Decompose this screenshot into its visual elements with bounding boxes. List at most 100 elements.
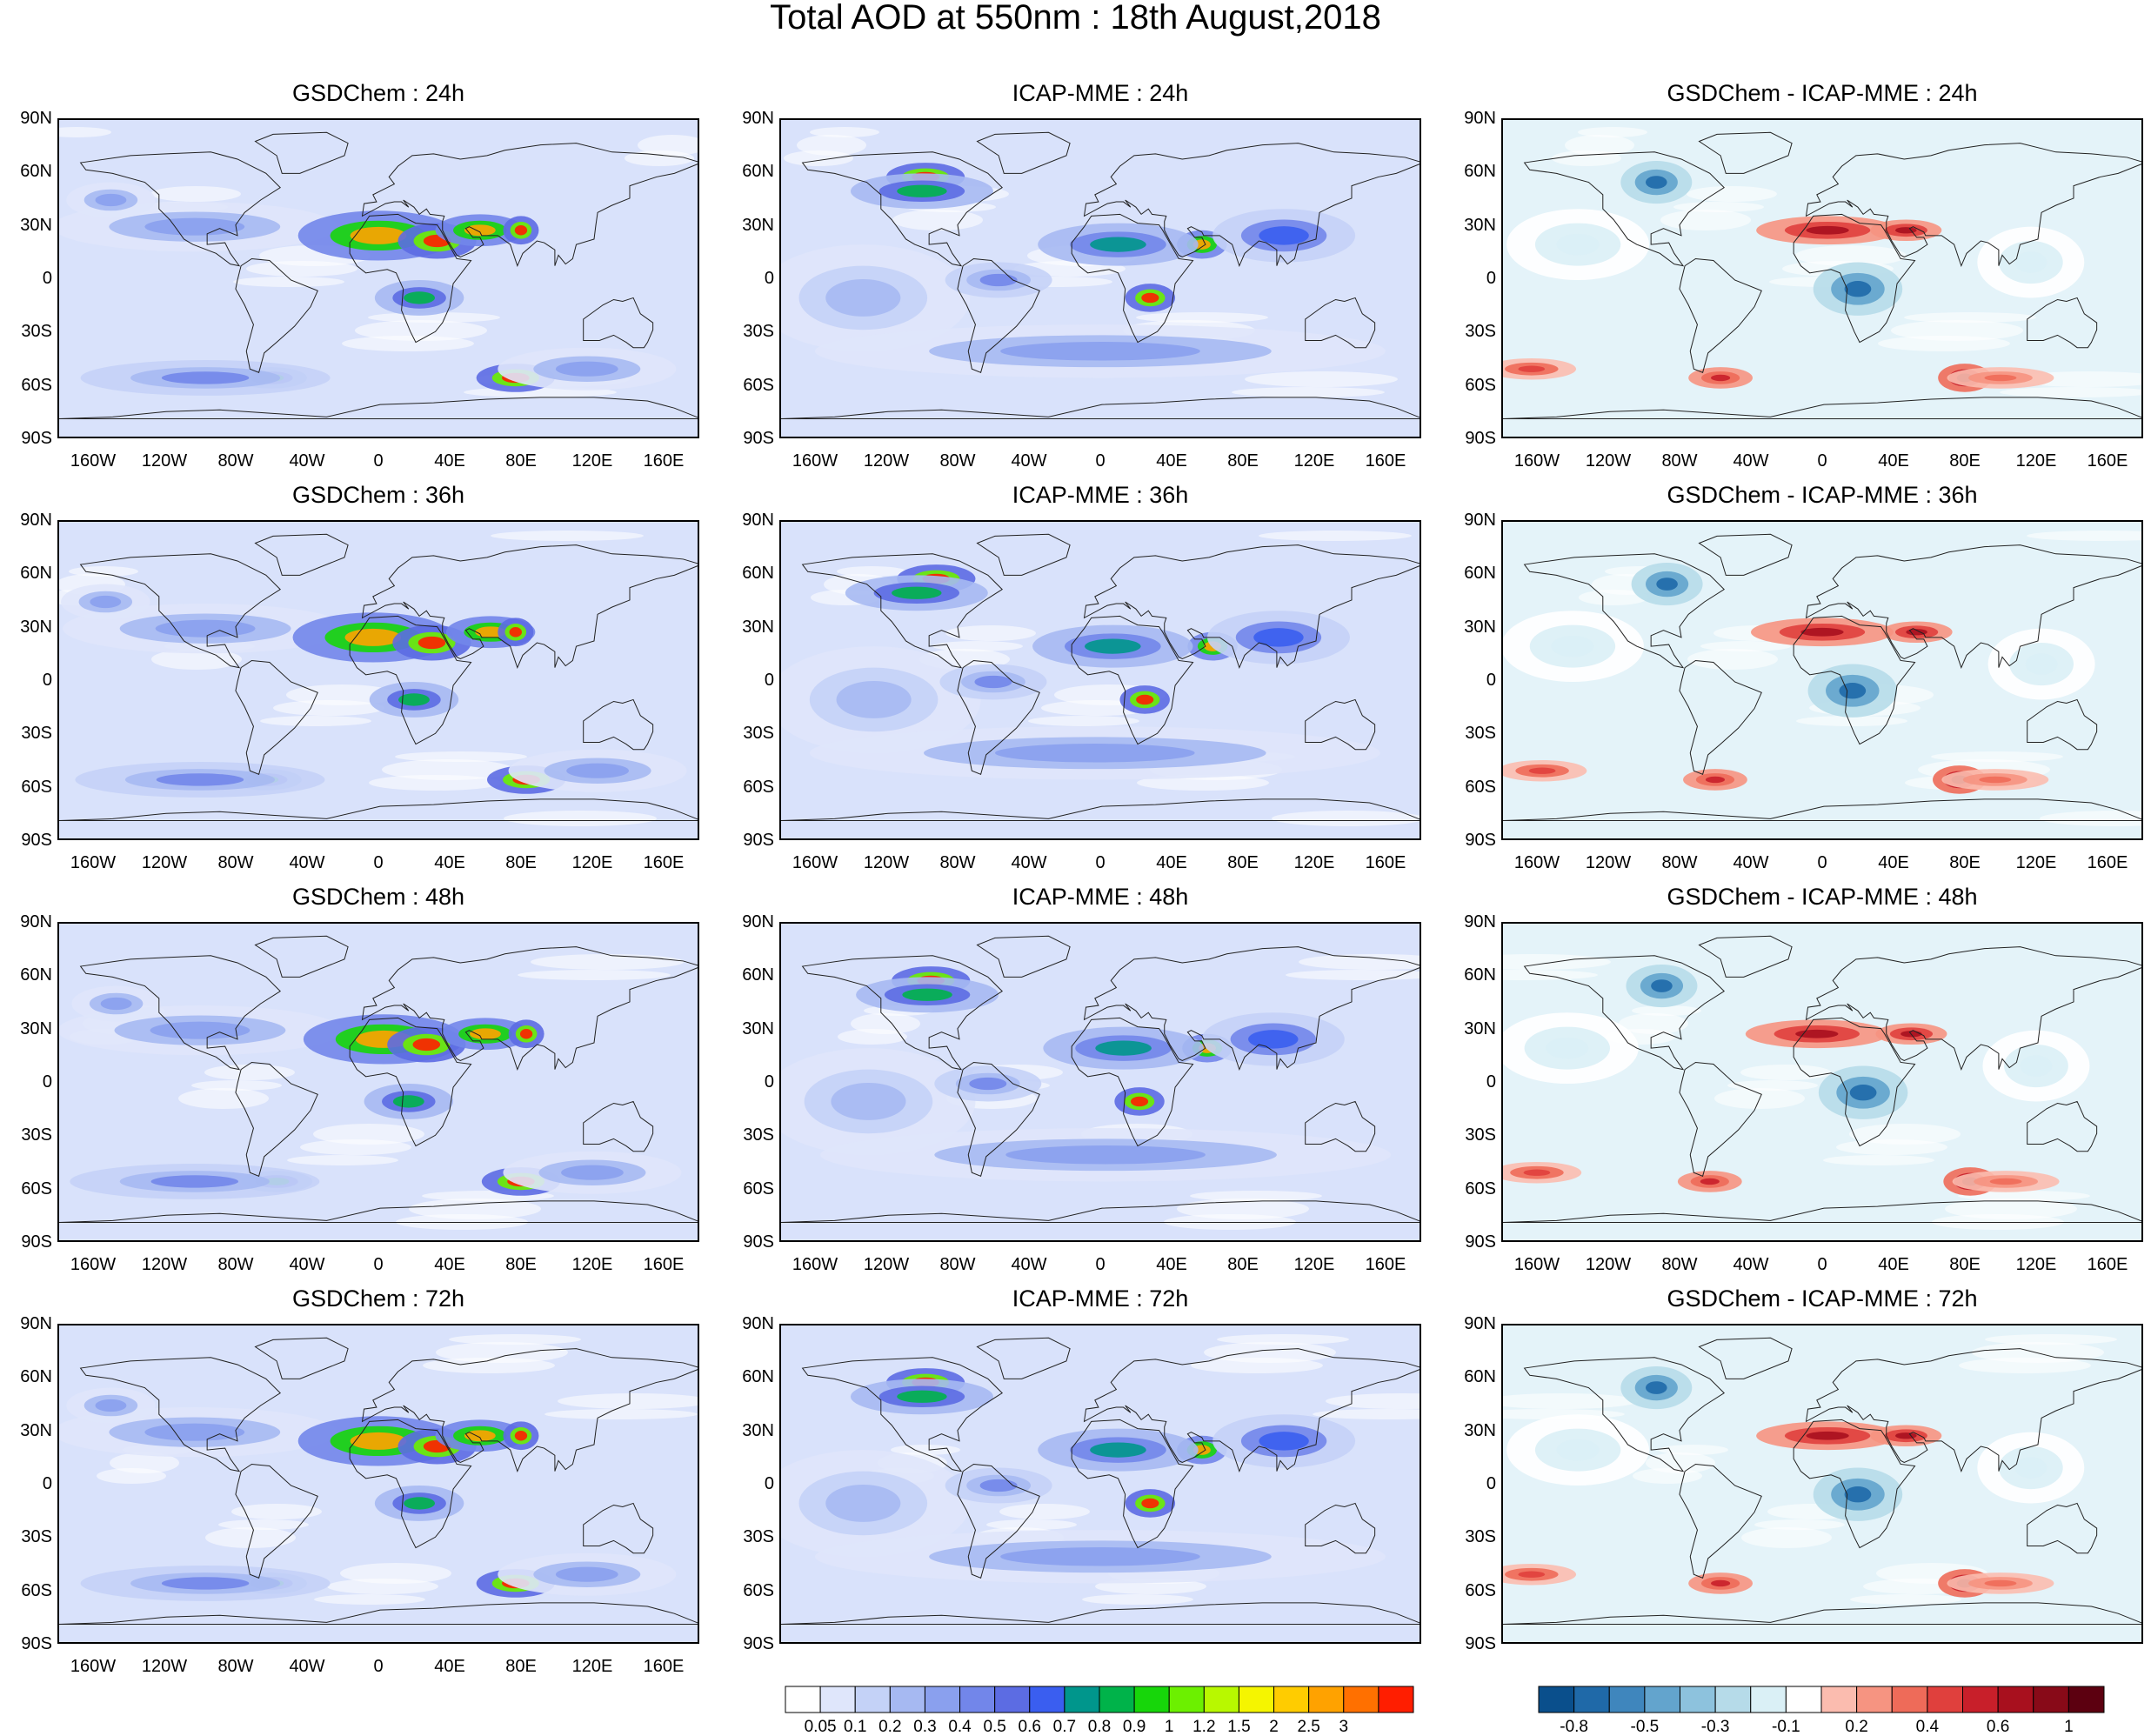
diff-colorbar	[1538, 1686, 2105, 1713]
coastline	[1083, 143, 1420, 268]
coastline	[1071, 213, 1194, 344]
field-streak	[340, 1563, 451, 1584]
field-streak	[518, 970, 671, 980]
field-streak	[1503, 970, 1598, 980]
lat-tick-label: 60N	[1464, 1367, 1496, 1387]
colorbar-swatch	[2067, 1686, 2105, 1713]
aod-feature	[892, 586, 942, 599]
lat-tick-label: 30S	[1465, 1527, 1496, 1547]
coastline	[976, 131, 1071, 174]
field-streak	[838, 1029, 907, 1045]
lon-tick-label: 160W	[1513, 451, 1560, 471]
aod-feature	[514, 1431, 528, 1441]
panel-title: GSDChem : 36h	[291, 482, 465, 508]
coastline	[79, 151, 281, 267]
panel-title: ICAP-MME : 72h	[1012, 1285, 1189, 1312]
map-svg	[1503, 924, 2141, 1240]
aod-feature	[1528, 767, 1556, 774]
coastline	[254, 131, 349, 174]
coastline	[361, 946, 698, 1072]
lat-tick-label: 60S	[743, 1178, 774, 1199]
lon-tick-label: 0	[1817, 451, 1827, 471]
lat-tick-label: 30N	[20, 215, 52, 235]
field-streak	[1795, 245, 1907, 266]
aod-feature	[1000, 342, 1200, 361]
aod-feature	[2014, 251, 2047, 273]
lat-tick-label: 30S	[743, 1125, 774, 1145]
coastline	[1805, 544, 2141, 670]
field-streak	[797, 135, 866, 156]
coastline	[1698, 131, 1793, 174]
aod-feature	[1646, 176, 1667, 189]
field-streak	[342, 336, 474, 351]
lat-tick-label: 90S	[21, 429, 52, 448]
coastline	[1523, 553, 1725, 669]
lon-tick-label: 120W	[141, 1255, 188, 1274]
colorbar-tick-label: 0.7	[1052, 1718, 1077, 1736]
aod-feature	[897, 184, 947, 197]
lon-tick-label: 160W	[70, 1255, 117, 1274]
coastline	[2027, 698, 2098, 751]
coastline	[583, 1502, 654, 1554]
map-svg	[59, 522, 698, 838]
field-streak	[204, 1065, 295, 1080]
field-streak	[932, 641, 1023, 651]
colorbar-swatch	[854, 1686, 891, 1713]
field-streak	[851, 1013, 920, 1034]
lon-tick-label: 40E	[1878, 1255, 1909, 1274]
map-panel	[779, 118, 1421, 438]
field-streak	[449, 1334, 581, 1345]
field-streak	[784, 150, 853, 166]
lon-tick-label: 160E	[2087, 1255, 2128, 1274]
lat-tick-label: 90S	[1465, 1634, 1496, 1653]
lon-tick-label: 80W	[939, 1255, 976, 1274]
field-streak	[1687, 649, 1778, 670]
lon-tick-label: 40W	[1733, 1255, 1769, 1274]
field-streak	[1700, 641, 1791, 651]
aod-feature	[1131, 1096, 1149, 1107]
aod-feature	[1518, 1571, 1546, 1578]
aod-feature	[1844, 1486, 1872, 1503]
lon-tick-label: 40W	[1011, 451, 1047, 471]
colorbar-swatch	[889, 1686, 925, 1713]
aod-feature	[150, 1175, 239, 1188]
field-streak	[625, 150, 694, 166]
aod-feature	[561, 1165, 624, 1180]
lat-tick-label: 90N	[1464, 109, 1496, 128]
lon-tick-label: 0	[1817, 1255, 1827, 1274]
aod-feature	[95, 193, 127, 207]
field-streak	[178, 1088, 269, 1109]
aod-feature	[1895, 227, 1917, 234]
colorbar-tick-label: 2.5	[1297, 1718, 1320, 1736]
panel-title: GSDChem : 24h	[291, 80, 465, 106]
map-svg	[1503, 522, 2141, 838]
coastline	[1305, 698, 1376, 751]
colorbar-tick-label: 3	[1339, 1718, 1349, 1736]
lat-tick-label: 60N	[1464, 564, 1496, 584]
aod-feature	[1136, 694, 1154, 705]
colorbar-swatch	[1273, 1686, 1310, 1713]
lat-tick-label: 30S	[1465, 1125, 1496, 1145]
colorbar-swatch	[819, 1686, 856, 1713]
field-streak	[1945, 1199, 2077, 1219]
aod-feature	[1141, 292, 1159, 304]
coastline	[1793, 615, 1916, 745]
field-streak	[1286, 970, 1420, 980]
lat-tick-label: 90S	[1465, 831, 1496, 850]
aod-feature	[1546, 1037, 1589, 1059]
lon-tick-label: 120E	[571, 853, 613, 872]
field-streak	[1552, 150, 1621, 166]
lon-tick-label: 160W	[1513, 853, 1560, 872]
aod-feature	[398, 693, 430, 706]
lat-tick-label: 30N	[20, 1420, 52, 1440]
map-panel	[57, 520, 699, 840]
field-streak	[1313, 1409, 1420, 1419]
aod-feature	[90, 595, 122, 609]
coastline	[349, 1017, 472, 1147]
lat-tick-label: 90N	[20, 511, 52, 530]
panel-title: GSDChem - ICAP-MME : 48h	[1667, 884, 1978, 910]
field-streak	[1727, 1080, 1818, 1091]
aod-feature	[509, 627, 522, 638]
panel-title: GSDChem - ICAP-MME : 36h	[1667, 482, 1978, 508]
lat-tick-label: 90N	[742, 511, 774, 530]
